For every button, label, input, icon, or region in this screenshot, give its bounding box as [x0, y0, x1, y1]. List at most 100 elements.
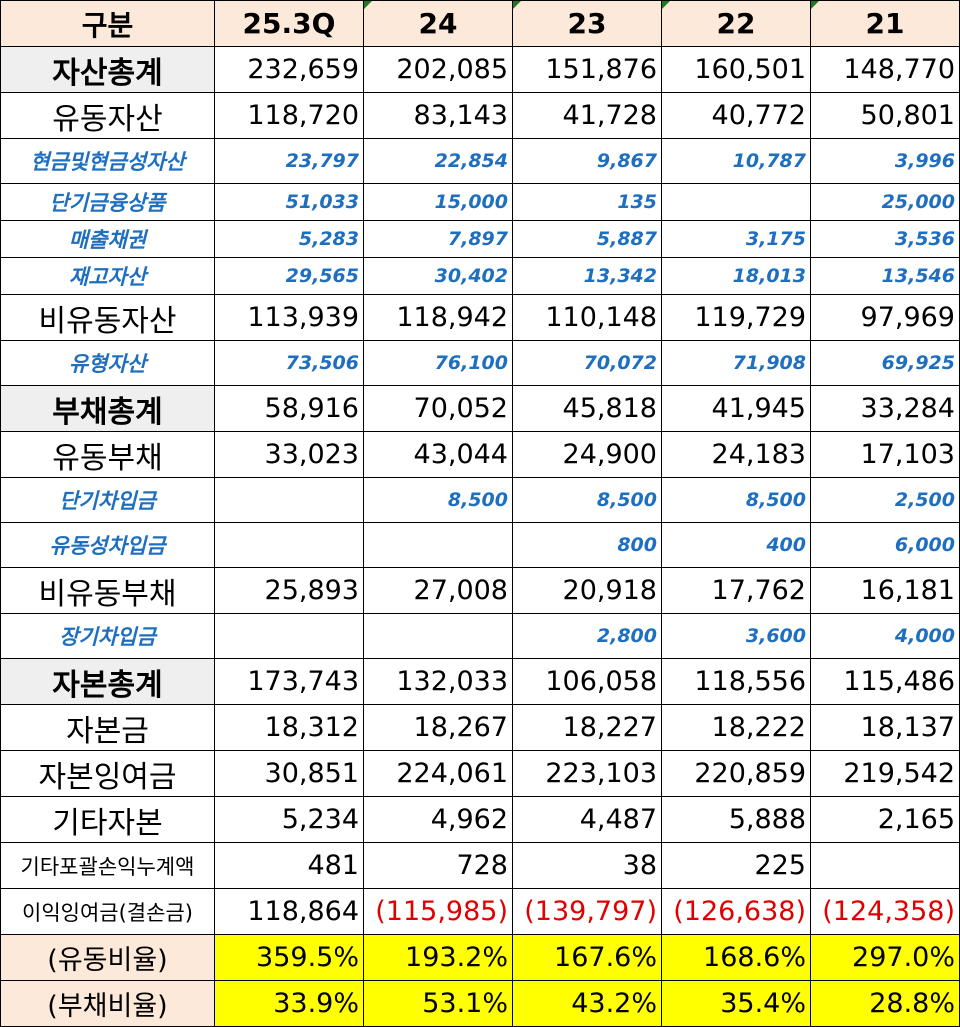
- cell: 8,500: [512, 477, 662, 523]
- row-label: 자산총계: [0, 46, 215, 93]
- cell: 168.6%: [661, 934, 811, 981]
- cell: 220,859: [661, 750, 811, 797]
- cell: 297.0%: [810, 934, 960, 981]
- row-label: 유형자산: [0, 340, 215, 386]
- cell: 70,052: [363, 385, 513, 432]
- table-row: 현금및현금성자산 23,797 22,854 9,867 10,787 3,99…: [0, 138, 960, 184]
- cell: 167.6%: [512, 934, 662, 981]
- cell: [661, 183, 811, 221]
- cell: 71,908: [661, 340, 811, 386]
- row-label: (유동비율): [0, 934, 215, 981]
- cell: 119,729: [661, 294, 811, 341]
- cell: 41,945: [661, 385, 811, 432]
- cell: [363, 522, 513, 568]
- cell: 27,008: [363, 567, 513, 614]
- cell-negative: (126,638): [661, 888, 811, 935]
- cell: 25,893: [214, 567, 364, 614]
- cell: 30,851: [214, 750, 364, 797]
- cell: 18,267: [363, 704, 513, 751]
- cell: 2,500: [810, 477, 960, 523]
- cell: 51,033: [214, 183, 364, 221]
- cell: 5,234: [214, 796, 364, 843]
- table-row: 유동자산 118,720 83,143 41,728 40,772 50,801: [0, 92, 960, 139]
- cell: 118,556: [661, 658, 811, 705]
- row-label: 비유동부채: [0, 567, 215, 614]
- cell: 58,916: [214, 385, 364, 432]
- cell: 73,506: [214, 340, 364, 386]
- cell: 359.5%: [214, 934, 364, 981]
- cell: 18,137: [810, 704, 960, 751]
- header-col: 24: [363, 0, 513, 47]
- table-row: 매출채권 5,283 7,897 5,887 3,175 3,536: [0, 220, 960, 258]
- cell: 202,085: [363, 46, 513, 93]
- cell: 400: [661, 522, 811, 568]
- cell: [214, 613, 364, 659]
- ratio-row: (부채비율) 33.9% 53.1% 43.2% 35.4% 28.8%: [0, 980, 960, 1027]
- cell: 728: [363, 842, 513, 889]
- cell: 5,283: [214, 220, 364, 258]
- cell: [363, 613, 513, 659]
- cell: 16,181: [810, 567, 960, 614]
- row-label: 장기차입금: [0, 613, 215, 659]
- row-label: 기타포괄손익누계액: [0, 842, 215, 889]
- cell: 135: [512, 183, 662, 221]
- ratio-row: (유동비율) 359.5% 193.2% 167.6% 168.6% 297.0…: [0, 934, 960, 981]
- table-row: 비유동자산 113,939 118,942 110,148 119,729 97…: [0, 294, 960, 341]
- header-row: 구분 25.3Q 24 23 22 21: [0, 0, 960, 47]
- table-row: 비유동부채 25,893 27,008 20,918 17,762 16,181: [0, 567, 960, 614]
- cell: 38: [512, 842, 662, 889]
- cell: 13,342: [512, 257, 662, 295]
- cell: 6,000: [810, 522, 960, 568]
- cell: 33.9%: [214, 980, 364, 1027]
- cell: 20,918: [512, 567, 662, 614]
- header-col: 23: [512, 0, 662, 47]
- header-col: 22: [661, 0, 811, 47]
- cell: 3,536: [810, 220, 960, 258]
- table-row: 장기차입금 2,800 3,600 4,000: [0, 613, 960, 659]
- cell: 23,797: [214, 138, 364, 184]
- cell: 110,148: [512, 294, 662, 341]
- cell: 30,402: [363, 257, 513, 295]
- cell: 4,962: [363, 796, 513, 843]
- cell: 83,143: [363, 92, 513, 139]
- table-row: 기타자본 5,234 4,962 4,487 5,888 2,165: [0, 796, 960, 843]
- row-label: 이익잉여금(결손금): [0, 888, 215, 935]
- cell: 43,044: [363, 431, 513, 478]
- cell: 106,058: [512, 658, 662, 705]
- cell: 53.1%: [363, 980, 513, 1027]
- row-label: (부채비율): [0, 980, 215, 1027]
- cell: 118,720: [214, 92, 364, 139]
- cell: 173,743: [214, 658, 364, 705]
- row-label: 자본잉여금: [0, 750, 215, 797]
- cell: 3,996: [810, 138, 960, 184]
- cell: 225: [661, 842, 811, 889]
- cell: 9,867: [512, 138, 662, 184]
- cell: 15,000: [363, 183, 513, 221]
- cell: 4,000: [810, 613, 960, 659]
- row-label: 재고자산: [0, 257, 215, 295]
- cell: 29,565: [214, 257, 364, 295]
- table-row: 자본금 18,312 18,267 18,227 18,222 18,137: [0, 704, 960, 751]
- cell: 5,887: [512, 220, 662, 258]
- table-row: 자본총계 173,743 132,033 106,058 118,556 115…: [0, 658, 960, 705]
- row-label: 유동자산: [0, 92, 215, 139]
- table-row: 단기차입금 8,500 8,500 8,500 2,500: [0, 477, 960, 523]
- cell: 18,013: [661, 257, 811, 295]
- cell: 69,925: [810, 340, 960, 386]
- cell: 13,546: [810, 257, 960, 295]
- cell-negative: (139,797): [512, 888, 662, 935]
- row-label: 현금및현금성자산: [0, 138, 215, 184]
- row-label: 매출채권: [0, 220, 215, 258]
- cell: 24,900: [512, 431, 662, 478]
- cell: 132,033: [363, 658, 513, 705]
- cell: 33,023: [214, 431, 364, 478]
- table-row: 유동부채 33,023 43,044 24,900 24,183 17,103: [0, 431, 960, 478]
- cell: 25,000: [810, 183, 960, 221]
- cell: 3,175: [661, 220, 811, 258]
- row-label: 단기차입금: [0, 477, 215, 523]
- table-row: 부채총계 58,916 70,052 45,818 41,945 33,284: [0, 385, 960, 432]
- table-row: 자산총계 232,659 202,085 151,876 160,501 148…: [0, 46, 960, 93]
- header-category: 구분: [0, 0, 215, 47]
- table-row: 유형자산 73,506 76,100 70,072 71,908 69,925: [0, 340, 960, 386]
- cell: 22,854: [363, 138, 513, 184]
